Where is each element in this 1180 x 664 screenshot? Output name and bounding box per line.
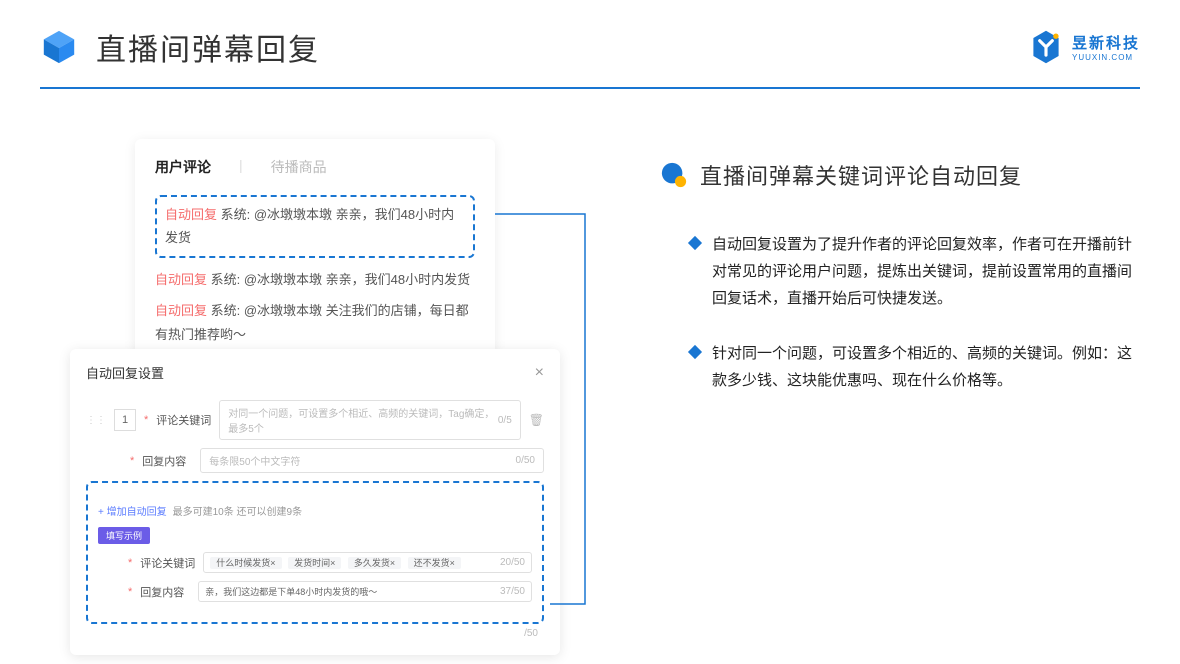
add-row: + 增加自动回复 最多可建10条 还可以创建9条 <box>98 503 532 518</box>
tag[interactable]: 还不发货× <box>408 557 461 569</box>
example-badge: 填写示例 <box>98 527 150 544</box>
add-link[interactable]: + 增加自动回复 <box>98 503 167 518</box>
drag-icon[interactable]: ⋮⋮ <box>86 415 106 426</box>
header: 直播间弹幕回复 昱新科技 YUUXIN.COM <box>0 0 1180 69</box>
logo-en: YUUXIN.COM <box>1072 53 1140 62</box>
right-column: 直播间弹幕关键词评论自动回复 自动回复设置为了提升作者的评论回复效率，作者可在开… <box>660 139 1140 422</box>
section-title: 直播间弹幕关键词评论自动回复 <box>700 159 1022 191</box>
field-label: 回复内容 <box>140 584 190 600</box>
comment-text: 系统: @冰墩墩本墩 亲亲，我们48小时内发货 <box>211 272 471 287</box>
highlighted-comment: 自动回复 系统: @冰墩墩本墩 亲亲，我们48小时内发货 <box>155 195 475 258</box>
reply-input[interactable]: 每条限50个中文字符 0/50 <box>200 448 544 473</box>
logo-icon <box>1028 29 1064 65</box>
count: 20/50 <box>500 557 525 568</box>
auto-reply-tag: 自动回复 <box>155 303 207 318</box>
bullet-text: 针对同一个问题，可设置多个相近的、高频的关键词。例如：这款多少钱、这块能优惠吗、… <box>712 340 1140 394</box>
side-count: /50 <box>86 628 544 639</box>
chat-icon <box>660 161 688 189</box>
keyword-row: ⋮⋮ 1 * 评论关键词 对同一个问题，可设置多个相近、高频的关键词，Tag确定… <box>86 400 544 440</box>
field-label: 评论关键词 <box>156 412 211 428</box>
tags: 什么时候发货× 发货时间× 多久发货× 还不发货× <box>210 556 465 569</box>
tag[interactable]: 多久发货× <box>348 557 401 569</box>
comment-row: 自动回复 系统: @冰墩墩本墩 关注我们的店铺，每日都有热门推荐哟～ <box>155 299 475 346</box>
tab-products[interactable]: 待播商品 <box>271 157 327 177</box>
left-column: 用户评论 | 待播商品 自动回复 系统: @冰墩墩本墩 亲亲，我们48小时内发货… <box>70 139 560 422</box>
example-reply-input[interactable]: 亲，我们这边都是下单48小时内发货的哦～ 37/50 <box>198 581 532 602</box>
trash-icon[interactable]: 🗑 <box>529 413 544 427</box>
diamond-icon <box>688 345 702 359</box>
count: 0/50 <box>516 455 535 466</box>
example-keyword-row: * 评论关键词 什么时候发货× 发货时间× 多久发货× 还不发货× 20/50 <box>98 552 532 573</box>
placeholder: 每条限50个中文字符 <box>209 453 300 468</box>
bullet-text: 自动回复设置为了提升作者的评论回复效率，作者可在开播前针对常见的评论用户问题，提… <box>712 231 1140 312</box>
tag[interactable]: 什么时候发货× <box>210 557 281 569</box>
auto-reply-tag: 自动回复 <box>165 207 217 222</box>
comment-row: 自动回复 系统: @冰墩墩本墩 亲亲，我们48小时内发货 <box>155 268 475 291</box>
auto-reply-tag: 自动回复 <box>155 272 207 287</box>
page-title: 直播间弹幕回复 <box>96 25 320 69</box>
example-box: + 增加自动回复 最多可建10条 还可以创建9条 填写示例 * 评论关键词 什么… <box>86 481 544 624</box>
required-icon: * <box>130 455 134 467</box>
settings-header: 自动回复设置 × <box>86 363 544 392</box>
tab-comments[interactable]: 用户评论 <box>155 157 211 177</box>
close-icon[interactable]: × <box>535 364 544 382</box>
section-head: 直播间弹幕关键词评论自动回复 <box>660 159 1140 191</box>
required-icon: * <box>144 414 148 426</box>
index-box: 1 <box>114 409 136 431</box>
add-hint: 最多可建10条 还可以创建9条 <box>173 503 302 518</box>
cube-icon <box>40 28 78 66</box>
example-value: 亲，我们这边都是下单48小时内发货的哦～ <box>205 585 377 598</box>
header-left: 直播间弹幕回复 <box>40 25 320 69</box>
bullet-item: 针对同一个问题，可设置多个相近的、高频的关键词。例如：这款多少钱、这块能优惠吗、… <box>660 340 1140 394</box>
tab-sep: | <box>239 157 243 177</box>
logo-cn: 昱新科技 <box>1072 32 1140 53</box>
field-label: 评论关键词 <box>140 555 195 571</box>
logo-text: 昱新科技 YUUXIN.COM <box>1072 32 1140 62</box>
example-keyword-input[interactable]: 什么时候发货× 发货时间× 多久发货× 还不发货× 20/50 <box>203 552 532 573</box>
example-reply-row: * 回复内容 亲，我们这边都是下单48小时内发货的哦～ 37/50 <box>98 581 532 602</box>
settings-panel: 自动回复设置 × ⋮⋮ 1 * 评论关键词 对同一个问题，可设置多个相近、高频的… <box>70 349 560 655</box>
settings-title: 自动回复设置 <box>86 363 164 382</box>
logo: 昱新科技 YUUXIN.COM <box>1028 29 1140 65</box>
keyword-input[interactable]: 对同一个问题，可设置多个相近、高频的关键词，Tag确定，最多5个 0/5 <box>219 400 520 440</box>
reply-row: * 回复内容 每条限50个中文字符 0/50 <box>86 448 544 473</box>
count: 0/5 <box>498 415 512 426</box>
tabs: 用户评论 | 待播商品 <box>155 157 475 177</box>
content: 用户评论 | 待播商品 自动回复 系统: @冰墩墩本墩 亲亲，我们48小时内发货… <box>0 89 1180 422</box>
required-icon: * <box>128 586 132 598</box>
bullet-item: 自动回复设置为了提升作者的评论回复效率，作者可在开播前针对常见的评论用户问题，提… <box>660 231 1140 312</box>
placeholder: 对同一个问题，可设置多个相近、高频的关键词，Tag确定，最多5个 <box>228 405 498 435</box>
diamond-icon <box>688 236 702 250</box>
comment-row: 自动回复 系统: @冰墩墩本墩 亲亲，我们48小时内发货 <box>165 203 465 250</box>
required-icon: * <box>128 557 132 569</box>
field-label: 回复内容 <box>142 453 192 469</box>
count: 37/50 <box>500 586 525 597</box>
tag[interactable]: 发货时间× <box>288 557 341 569</box>
